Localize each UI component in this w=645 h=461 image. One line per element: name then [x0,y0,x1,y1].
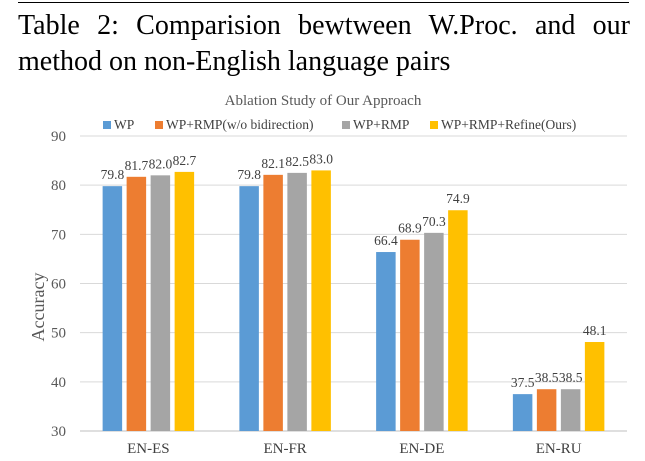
y-axis-label: Accuracy [28,273,48,342]
ablation-chart: Ablation Study of Our Approach WP WP+RMP(… [28,93,627,457]
data-label: 82.1 [261,156,285,171]
legend-swatch [103,121,111,129]
y-tick-label: 80 [51,178,66,194]
x-axis: EN-ES EN-FR EN-DE EN-RU [127,441,582,457]
y-tick-label: 50 [51,326,66,342]
x-tick-label: EN-ES [127,441,170,457]
chart-legend: WP WP+RMP(w/o bidirection) WP+RMP WP+RMP+Re… [103,117,576,132]
bar [102,186,123,431]
table-caption: Table 2: Comparision bewtween W.Proc. an… [18,8,630,80]
data-label: 37.5 [511,375,535,390]
bar [150,175,171,431]
data-label: 79.8 [101,167,125,182]
bar [584,342,605,431]
legend-label: WP+RMP [353,117,409,132]
bar [263,174,283,431]
data-label: 38.5 [535,370,559,385]
data-label: 82.5 [285,154,309,169]
legend-swatch [155,121,163,129]
chart-gridlines [80,135,627,432]
bar [400,239,420,431]
bar [311,170,331,431]
chart-bars: 79.881.7 82.0 82.779.882.1 82.5 83.066.468.9… [101,151,607,431]
y-tick-label: 40 [51,375,66,391]
bar [536,389,557,431]
data-label: 81.7 [125,158,149,173]
data-label: 48.1 [583,323,607,338]
bar [376,252,396,431]
bar [512,394,533,431]
legend-label: WP [114,117,134,132]
legend-label: WP+RMP(w/o bidirection) [166,117,313,132]
y-tick-label: 30 [51,424,66,440]
data-label: 82.7 [173,153,197,168]
data-label: 74.9 [446,191,470,206]
x-tick-label: EN-DE [399,441,444,457]
data-label: 68.9 [398,221,422,236]
chart-title: Ablation Study of Our Approach [225,93,422,109]
y-tick-label: 60 [51,277,66,293]
y-tick-label: 90 [51,129,66,145]
bar [448,210,468,431]
legend-swatch [342,121,350,129]
caption-line-2: method on non-English language pairs [18,46,451,77]
legend-label: WP+RMP+Refine(Ours) [441,117,576,132]
data-label: 83.0 [309,151,333,166]
top-rule [18,2,629,3]
y-axis: 30 40 50 60 70 80 90 [51,129,66,440]
bar [287,172,307,431]
x-tick-label: EN-RU [536,441,582,457]
caption-line-1: Table 2: Comparision bewtween W.Proc. an… [18,10,630,41]
data-label: 66.4 [374,233,398,248]
data-label: 79.8 [237,167,261,182]
data-label: 70.3 [422,214,446,229]
data-label: 38.5 [559,370,583,385]
x-tick-label: EN-FR [263,441,306,457]
bar [239,186,259,431]
bar [126,176,147,431]
data-label: 82.0 [149,156,173,171]
legend-swatch [430,121,438,129]
bar [424,232,444,431]
bar [174,171,195,431]
y-tick-label: 70 [51,227,66,243]
bar [560,389,581,431]
